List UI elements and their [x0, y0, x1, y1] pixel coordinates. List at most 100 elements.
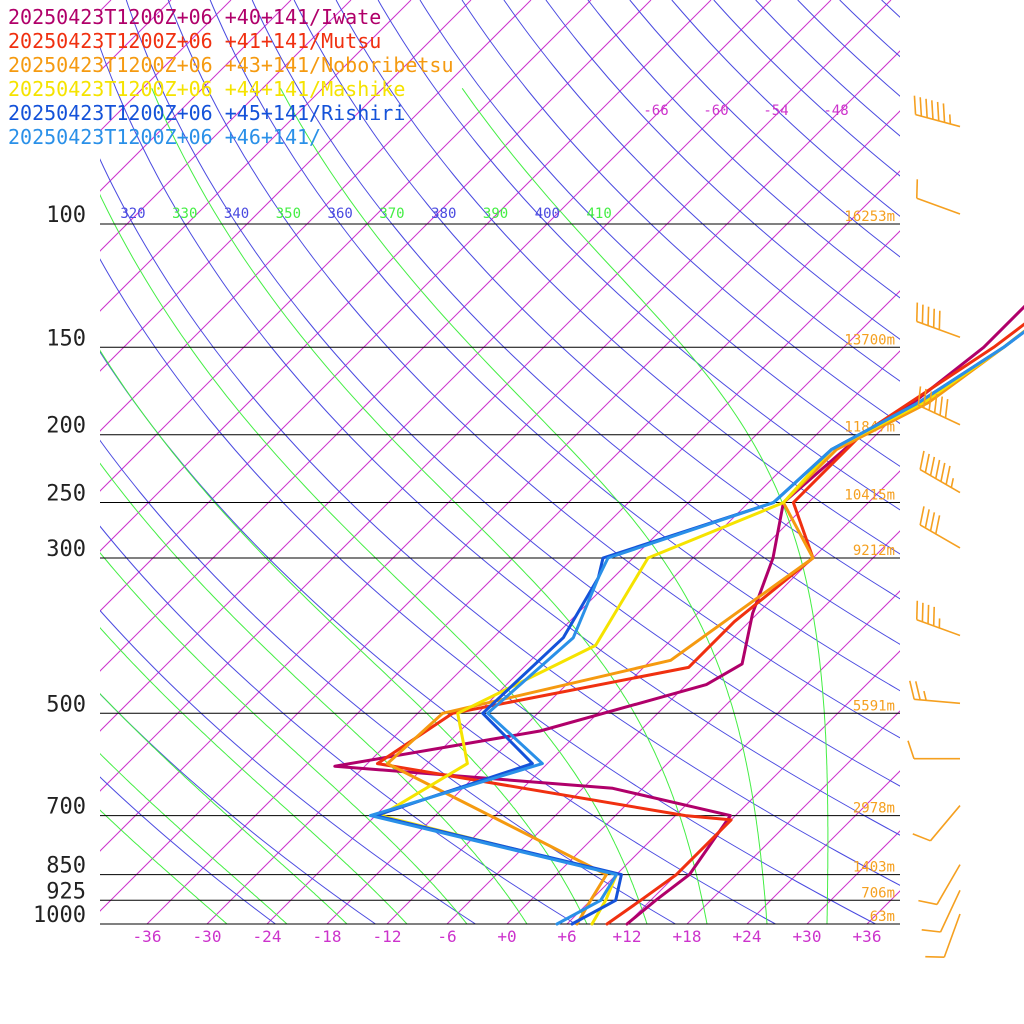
wind-barb-feather — [942, 103, 946, 123]
wind-barb-feather — [925, 98, 928, 118]
isotherm-line — [686, 710, 900, 924]
wind-barb-3 — [915, 302, 961, 339]
top-temp-label: -54 — [763, 103, 788, 119]
height-label-700: 2978m — [853, 801, 895, 817]
wind-barb-staff — [919, 524, 961, 549]
wind-barb-half-feather — [923, 690, 927, 701]
temp-tick-label: -24 — [253, 927, 282, 946]
wind-barb-feather — [917, 386, 922, 406]
isobar-lines — [100, 223, 900, 925]
legend-entry-3: 20250423T1200Z+06 +44+141/Mashike — [8, 77, 405, 101]
wind-barb-feather — [924, 509, 930, 529]
moist-adiabat-line — [100, 349, 588, 924]
wind-barb-6 — [919, 506, 961, 549]
temp-tick-label: -6 — [437, 927, 456, 946]
theta-label: 390 — [483, 206, 508, 222]
height-labels: 16253m13700m11847m10415m9212m5591m2978m1… — [844, 209, 895, 925]
isotherm-line — [100, 0, 352, 252]
dry-adiabat-line — [419, 0, 900, 467]
isotherm-line — [100, 0, 712, 612]
wind-barb-feather — [915, 179, 919, 199]
moist-adiabat-line — [100, 552, 468, 924]
legend: 20250423T1200Z+06 +40+141/Iwate 20250423T… — [8, 5, 454, 149]
temp-tick-label: +0 — [497, 927, 516, 946]
theta-label: 340 — [224, 206, 249, 222]
height-label-850: 1403m — [853, 860, 895, 876]
wind-barb-11 — [918, 864, 961, 906]
wind-barb-2 — [915, 179, 961, 215]
chart-background — [100, 0, 1024, 924]
theta-label: 350 — [276, 206, 301, 222]
temp-tick-label: +30 — [793, 927, 822, 946]
wind-barb-staff — [916, 197, 961, 215]
moist-adiabat-line — [461, 88, 829, 924]
isotherm-line — [100, 0, 412, 312]
moist-adiabat-line — [151, 88, 708, 924]
wind-barb-staff — [917, 404, 961, 426]
moist-adiabat-line — [100, 193, 648, 924]
isotherm-line — [100, 0, 772, 672]
pressure-label-250: 250 — [46, 482, 86, 507]
wind-barb-staff — [936, 864, 961, 905]
height-label-500: 5591m — [853, 698, 895, 714]
dry-adiabat-line — [839, 0, 900, 58]
wind-barb-feather — [933, 393, 938, 413]
legend-entry-5: 20250423T1200Z+06 +46+141/ — [8, 125, 321, 149]
isotherm-line — [506, 530, 900, 924]
wind-barb-feather — [924, 453, 930, 473]
theta-label: 380 — [431, 206, 456, 222]
wind-barb-feather — [944, 399, 949, 419]
dry-adiabat-line — [100, 158, 900, 886]
series-line-1 — [375, 322, 1024, 926]
legend-entry-4: 20250423T1200Z+06 +45+141/Rishiri — [8, 101, 405, 125]
wind-barb-8 — [908, 680, 961, 705]
wind-barb-half-feather — [948, 114, 952, 125]
dry-adiabat-line — [461, 0, 900, 425]
wind-barb-feather — [929, 456, 936, 476]
isotherm-line — [100, 0, 472, 372]
height-label-250: 10415m — [844, 488, 895, 504]
theta-label: 370 — [379, 206, 404, 222]
legend-entry-0: 20250423T1200Z+06 +40+141/Iwate — [8, 5, 381, 29]
temp-tick-label: +36 — [853, 927, 882, 946]
isotherm-line — [927, 0, 1024, 924]
theta-label: 360 — [328, 206, 353, 222]
wind-barb-feather — [912, 833, 931, 842]
isotherm-line — [446, 470, 900, 924]
wind-barb-feather — [925, 955, 945, 959]
dry-adiabat-line — [587, 0, 900, 299]
wind-barb-feather — [915, 302, 919, 322]
wind-barb-feather — [918, 899, 938, 906]
wind-barb-13 — [925, 913, 961, 959]
wind-barb-1 — [913, 95, 961, 128]
dry-adiabat-line — [293, 0, 900, 600]
theta-label: 320 — [120, 206, 145, 222]
wind-barb-feather — [936, 101, 940, 121]
wind-barb-feather — [931, 100, 934, 120]
temp-tick-label: +24 — [733, 927, 762, 946]
dry-adiabat-line — [671, 0, 900, 217]
wind-barb-feather — [921, 602, 924, 622]
wind-barb-feather — [927, 306, 930, 326]
wind-barb-feather — [915, 600, 919, 620]
dry-adiabat-line — [209, 0, 900, 692]
dry-adiabat-line — [167, 0, 900, 739]
temp-tick-label: -18 — [313, 927, 342, 946]
dry-adiabat-line — [100, 609, 476, 924]
sounding-series — [333, 304, 1024, 926]
dry-adiabat-line — [713, 0, 900, 177]
dry-adiabat-line — [545, 0, 900, 340]
wind-barb-feather — [938, 310, 941, 330]
temp-tick-label: -36 — [133, 927, 162, 946]
height-label-300: 9212m — [853, 543, 895, 559]
theta-labels: 320 330 340 350 360 370 380 390 400 410 — [120, 206, 611, 222]
temperature-tick-labels: -36 -30 -24 -18 -12 -6 +0 +6 +12 +18 +24 +30 +36 — [133, 927, 882, 946]
isotherm-line — [146, 170, 900, 924]
theta-label: 400 — [535, 206, 560, 222]
height-label-100: 16253m — [844, 209, 895, 225]
isotherm-line — [100, 50, 900, 852]
wind-barb-4 — [917, 386, 961, 426]
wind-barb-9 — [907, 740, 960, 760]
wind-barb-feather — [934, 459, 941, 479]
